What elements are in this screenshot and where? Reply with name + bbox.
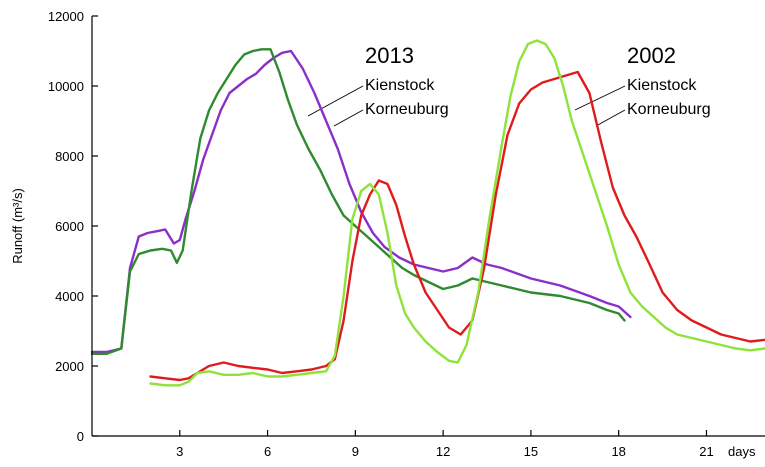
x-axis-ticks: 3 6 9 12 15 18 21 xyxy=(176,430,714,459)
y-tick-label: 8000 xyxy=(55,149,84,164)
leader-line-2002-kienstock xyxy=(574,85,626,111)
y-tick-label: 0 xyxy=(77,429,84,444)
leader-line-2013-kienstock xyxy=(307,85,364,117)
leader-line-2013-korneuburg xyxy=(333,109,364,127)
leader-line-2002-korneuburg xyxy=(595,109,626,127)
x-tick-label: 9 xyxy=(352,444,359,459)
series-line-2002-korneuburg xyxy=(149,39,765,387)
x-tick-label: 21 xyxy=(699,444,713,459)
x-axis-label: days xyxy=(728,444,756,459)
x-tick-label: 18 xyxy=(611,444,625,459)
station-labels: Kienstock Korneuburg Kienstock Korneubur… xyxy=(365,77,711,118)
station-label-2013-korneuburg: Korneuburg xyxy=(365,101,449,118)
year-label-2002: 2002 xyxy=(627,43,676,68)
leader-lines xyxy=(307,85,626,127)
year-label-2013: 2013 xyxy=(365,43,414,68)
x-tick-label: 6 xyxy=(264,444,271,459)
station-label-2013-kienstock: Kienstock xyxy=(365,77,435,94)
y-tick-label: 6000 xyxy=(55,219,84,234)
series-layer xyxy=(90,39,765,387)
station-label-2002-korneuburg: Korneuburg xyxy=(627,101,711,118)
y-axis-ticks: 0 2000 4000 6000 8000 10000 12000 xyxy=(48,9,98,444)
y-tick-label: 12000 xyxy=(48,9,84,24)
y-tick-label: 2000 xyxy=(55,359,84,374)
y-tick-label: 10000 xyxy=(48,79,84,94)
series-line-2002-kienstock xyxy=(149,70,765,382)
series-line-2013-kienstock xyxy=(90,49,632,354)
x-tick-label: 12 xyxy=(436,444,450,459)
year-labels: 2013 2002 xyxy=(365,43,676,68)
x-tick-label: 15 xyxy=(524,444,538,459)
y-axis-label: Runoff (m³/s) xyxy=(10,188,25,264)
x-tick-label: 3 xyxy=(176,444,183,459)
y-tick-label: 4000 xyxy=(55,289,84,304)
station-label-2002-kienstock: Kienstock xyxy=(627,77,697,94)
